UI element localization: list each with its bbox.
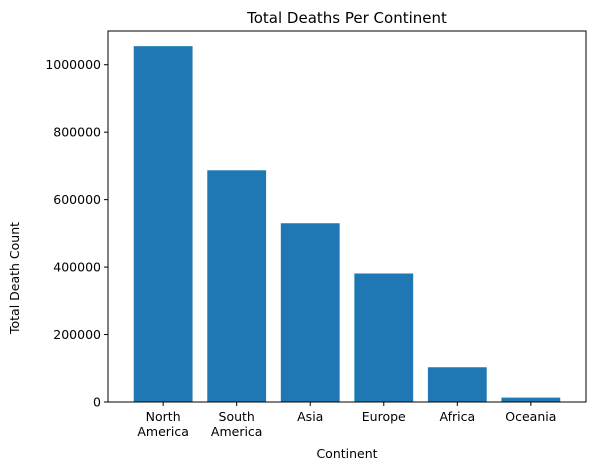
bar-north-america <box>133 46 193 403</box>
y-tick-label: 400000 <box>53 260 101 275</box>
y-tick-label: 200000 <box>53 327 101 342</box>
x-axis-label: Continent <box>316 446 377 461</box>
x-tick-label: Africa <box>439 409 475 424</box>
bar-europe <box>354 273 414 402</box>
x-tick-label: Asia <box>297 409 323 424</box>
bar-oceania <box>501 397 561 402</box>
chart-title: Total Deaths Per Continent <box>246 9 447 27</box>
bar-asia <box>280 223 340 402</box>
x-tick-label: Europe <box>362 409 406 424</box>
plot-area-frame <box>107 30 587 403</box>
x-axis-ticks: North America South America Asia Europe Africa… <box>137 402 556 439</box>
y-tick-label: 800000 <box>53 125 101 140</box>
bars-group <box>133 46 561 403</box>
y-axis-label: Total Death Count <box>7 222 22 335</box>
x-tick-label: Oceania <box>505 409 556 424</box>
bar-south-america <box>207 170 267 402</box>
y-tick-label: 1000000 <box>45 57 101 72</box>
x-tick-label: South America <box>211 409 263 439</box>
bar-africa <box>427 367 487 402</box>
x-tick-label: North America <box>137 409 189 439</box>
y-tick-label: 0 <box>93 395 101 410</box>
y-axis-ticks: 0 200000 400000 600000 800000 1000000 <box>45 57 108 410</box>
y-tick-label: 600000 <box>53 192 101 207</box>
